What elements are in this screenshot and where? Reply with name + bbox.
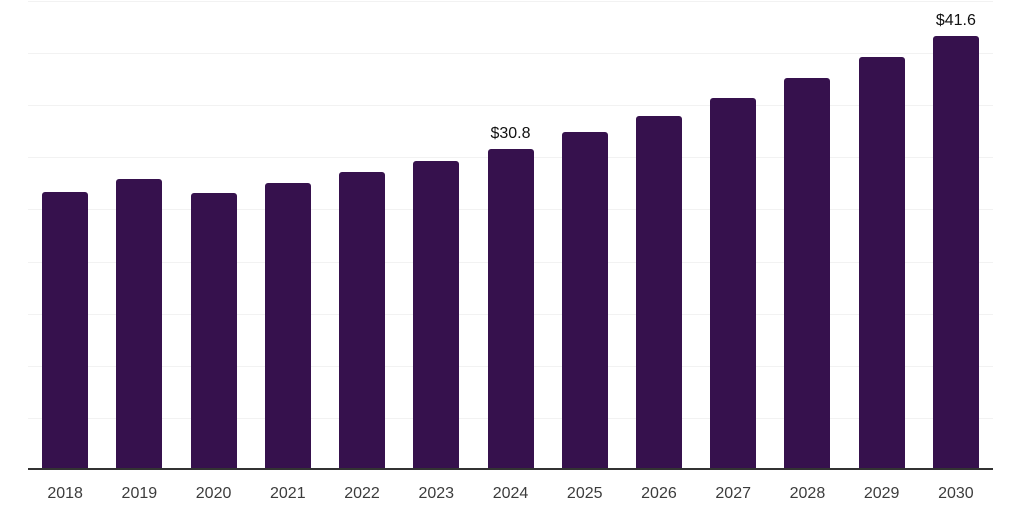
x-tick-label-2028: 2028 — [789, 485, 826, 502]
bar-2019 — [116, 179, 163, 470]
x-tick-label-2018: 2018 — [47, 485, 83, 502]
gridline-35 — [28, 105, 993, 107]
x-axis-line — [28, 468, 993, 470]
x-tick-label-2026: 2026 — [641, 485, 677, 502]
x-tick-label-2027: 2027 — [715, 485, 751, 502]
bar-2021 — [264, 183, 311, 470]
bar-2025 — [561, 132, 608, 470]
x-tick-label-2030: 2030 — [938, 485, 974, 502]
bar-2029 — [858, 57, 905, 470]
x-tick-label-2024: 2024 — [492, 485, 529, 502]
x-tick-label-2019: 2019 — [121, 485, 158, 502]
bar-2018 — [42, 191, 89, 470]
bar-2030 — [932, 36, 979, 470]
bar-2023 — [413, 160, 460, 470]
bar-2022 — [339, 171, 386, 470]
data-label-2024: $30.8 — [490, 125, 531, 143]
x-tick-label-2020: 2020 — [195, 485, 232, 502]
x-tick-label-2023: 2023 — [418, 485, 455, 502]
bar-2028 — [784, 78, 831, 470]
plot-area: $30.8 $41.6 — [28, 0, 993, 470]
bar-2024 — [487, 149, 534, 470]
gridline-40 — [28, 53, 993, 55]
bar-2027 — [710, 97, 757, 470]
x-tick-label-2021: 2021 — [270, 485, 306, 502]
x-tick-label-2029: 2029 — [863, 485, 900, 502]
gridline-45 — [28, 1, 993, 3]
bar-2026 — [635, 115, 682, 470]
x-tick-label-2025: 2025 — [566, 485, 603, 502]
x-tick-label-2022: 2022 — [344, 485, 380, 502]
bar-2020 — [190, 192, 237, 470]
data-label-2030: $41.6 — [935, 12, 976, 30]
